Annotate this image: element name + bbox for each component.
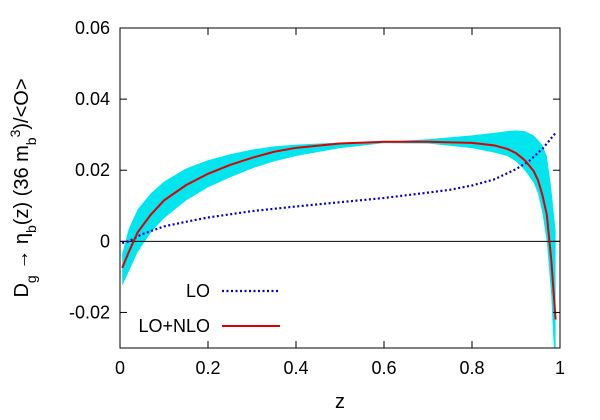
y-axis-title-sup: 3 <box>7 129 23 137</box>
series-line-lo-nlo <box>121 140 557 320</box>
y-axis-title-sub2: b <box>23 225 39 233</box>
legend: LO LO+NLO <box>138 281 280 336</box>
y-tick-label: 0 <box>100 231 110 251</box>
y-axis-title-sub3: b <box>23 137 39 145</box>
legend-label-lo-nlo: LO+NLO <box>138 316 210 336</box>
uncertainty-band <box>122 130 556 348</box>
x-tick-label: 0.2 <box>195 358 220 378</box>
x-axis-title: z <box>335 391 345 413</box>
y-tick-label: 0.02 <box>75 160 110 180</box>
y-axis: -0.02 0 0.02 0.04 0.06 <box>69 18 560 322</box>
x-axis: 0 0.2 0.4 0.6 0.8 1 <box>115 28 565 378</box>
x-tick-label: 0.6 <box>371 358 396 378</box>
y-axis-title-mid: (z) (36 m <box>11 145 33 225</box>
y-axis-title: Dg → ηb(z) (36 mb3)/<O> <box>7 78 39 297</box>
x-tick-label: 1 <box>555 358 565 378</box>
y-tick-label: 0.04 <box>75 89 110 109</box>
y-axis-title-sub1: g <box>23 275 39 283</box>
y-tick-label: -0.02 <box>69 302 110 322</box>
legend-label-lo: LO <box>186 281 210 301</box>
y-tick-label: 0.06 <box>75 18 110 38</box>
x-tick-label: 0 <box>115 358 125 378</box>
y-axis-title-base: D <box>11 283 33 297</box>
x-tick-label: 0.4 <box>283 358 308 378</box>
y-axis-title-arrow: → η <box>11 233 33 275</box>
x-tick-label: 0.8 <box>459 358 484 378</box>
y-axis-title-tail: )/<O> <box>11 78 33 129</box>
series-line-lo <box>121 132 557 245</box>
plot-frame <box>119 27 561 349</box>
